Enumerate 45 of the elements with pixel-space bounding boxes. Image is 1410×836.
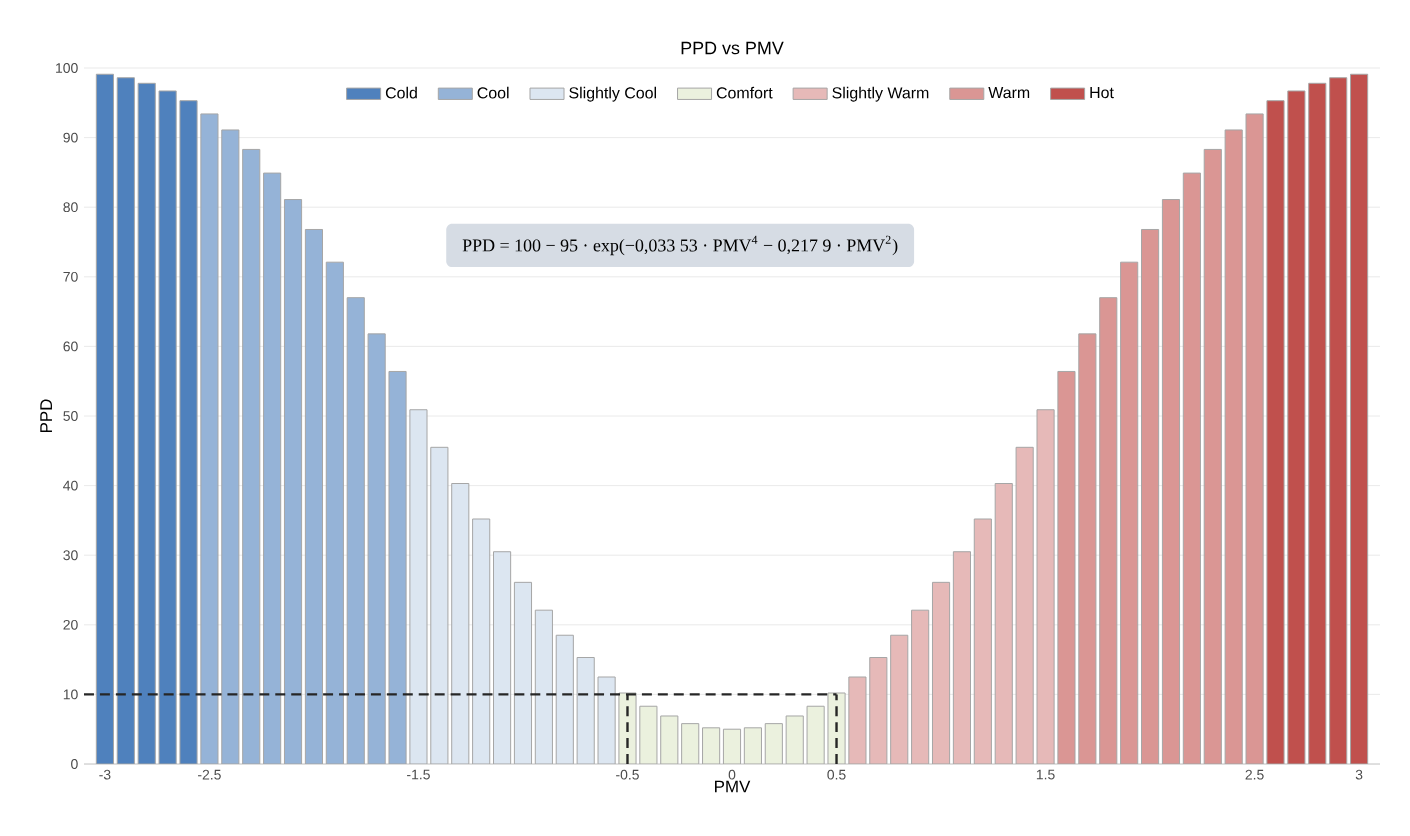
bar (1245, 113, 1264, 764)
bar (221, 129, 240, 764)
bar (1287, 90, 1306, 764)
bar (806, 705, 825, 764)
bar (931, 581, 951, 764)
bar (283, 199, 303, 764)
bar (263, 172, 282, 764)
bar (1015, 446, 1034, 764)
y-axis-title: PPD (40, 399, 52, 433)
bar (95, 73, 114, 764)
bar (994, 483, 1013, 764)
x-axis-title: PMV (715, 780, 751, 793)
bar (158, 90, 177, 764)
bar (242, 148, 261, 764)
bar (1224, 129, 1243, 764)
bar (1350, 73, 1369, 764)
bar (869, 657, 888, 764)
bar (681, 723, 700, 764)
bar (555, 634, 574, 764)
bar (1329, 77, 1348, 764)
bar (576, 657, 595, 764)
bar (890, 634, 909, 764)
bar (137, 82, 156, 764)
annotation: PPD = 100 − 95 · exp(−0,033 53 · PMV$^{4}$ − 0,217 9 · PMV$^{2}$) (462, 235, 898, 256)
bar (304, 228, 324, 764)
bar (1099, 297, 1118, 764)
bar (1161, 199, 1181, 764)
bar (764, 723, 783, 764)
bar (1078, 333, 1097, 764)
bar (1182, 172, 1201, 764)
bar (1120, 261, 1139, 764)
bar (702, 727, 721, 764)
chart-title: PPD vs PMV (681, 41, 784, 55)
bar (952, 551, 972, 764)
bar (116, 77, 135, 764)
bar (973, 518, 992, 764)
bar (639, 705, 658, 764)
bar (743, 727, 762, 764)
bar (367, 333, 386, 764)
bar (325, 261, 344, 764)
bar (1308, 82, 1327, 764)
bar (1141, 228, 1160, 764)
bar (1203, 148, 1222, 764)
bar (346, 297, 365, 764)
bar (911, 609, 930, 764)
